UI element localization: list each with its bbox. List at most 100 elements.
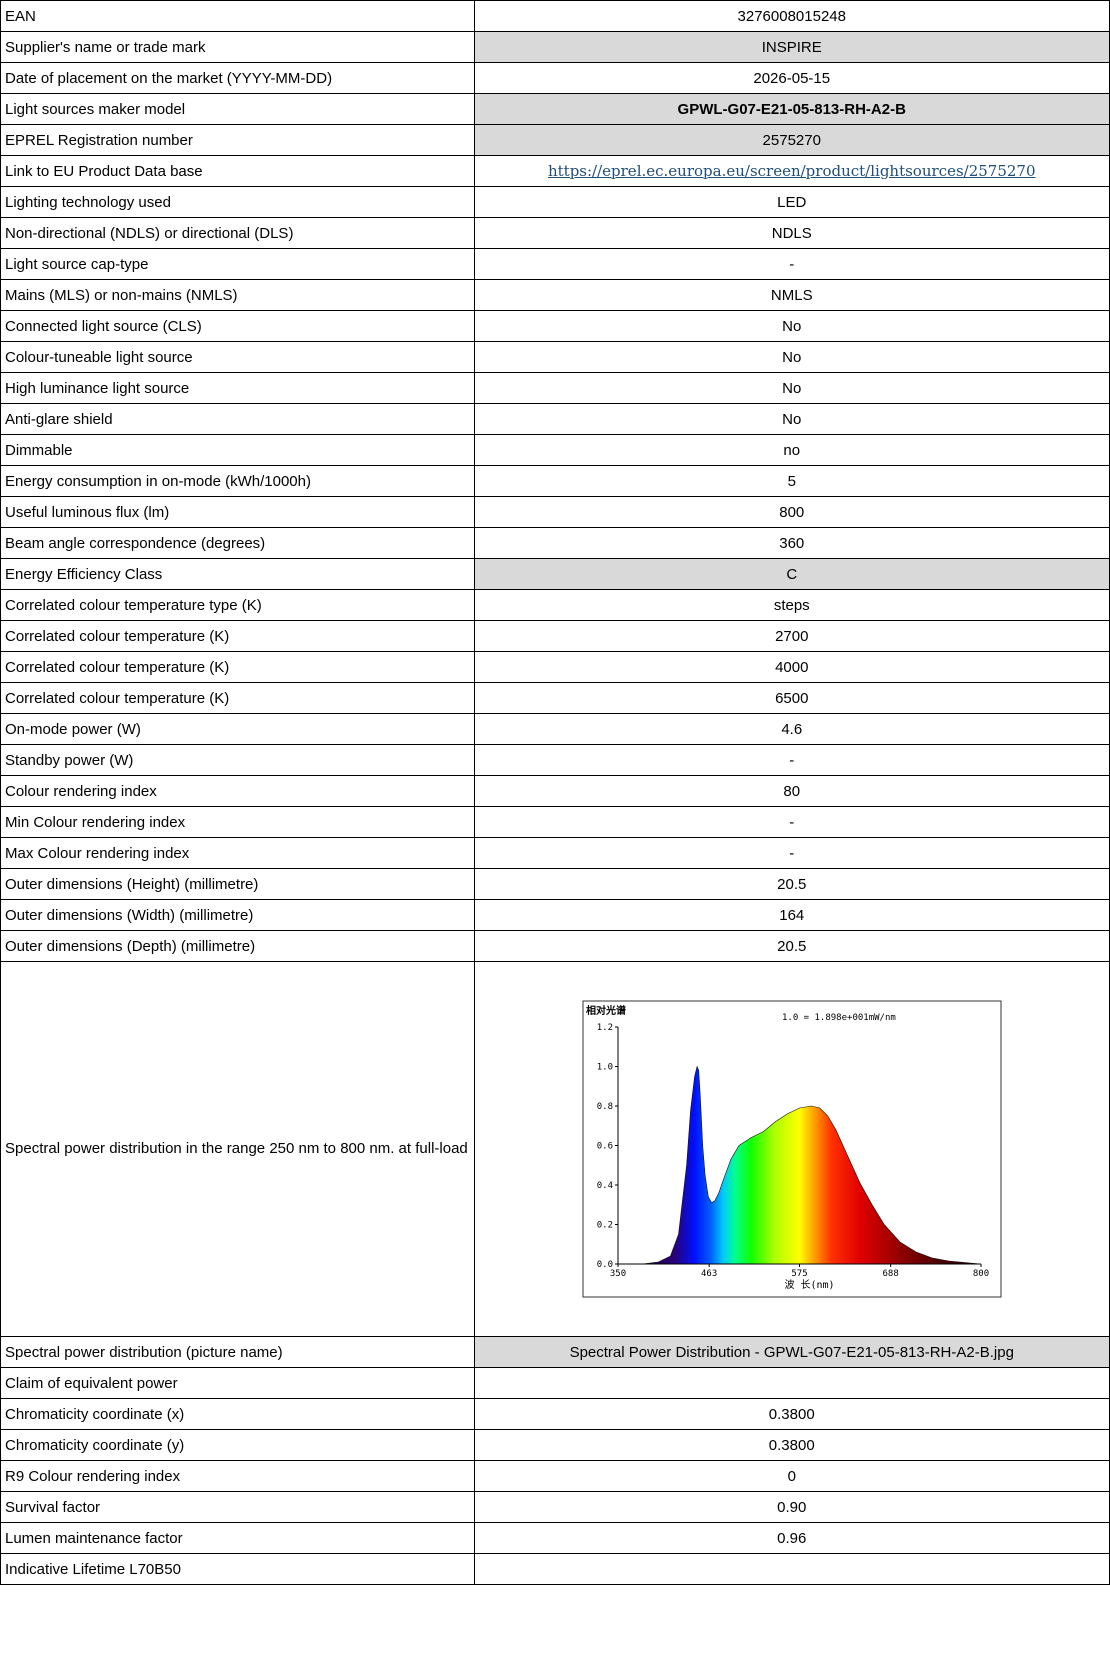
row-label: R9 Colour rendering index bbox=[0, 1460, 475, 1492]
row-label: Energy Efficiency Class bbox=[0, 558, 475, 590]
table-row: Link to EU Product Data base https://epre… bbox=[0, 155, 1110, 187]
row-label: Standby power (W) bbox=[0, 744, 475, 776]
row-value: No bbox=[473, 372, 1110, 404]
table-row: Connected light source (CLS) No bbox=[0, 310, 1110, 342]
row-label: Spectral power distribution (picture nam… bbox=[0, 1336, 475, 1368]
y-tick-label: 1.0 bbox=[596, 1063, 612, 1073]
y-tick-label: 1.2 bbox=[596, 1023, 612, 1033]
table-row: Light sources maker model GPWL-G07-E21-05… bbox=[0, 93, 1110, 125]
spec-table: EAN 3276008015248 Supplier's name or trade… bbox=[0, 0, 1110, 1585]
row-value: 0.90 bbox=[473, 1491, 1110, 1523]
row-value: 4.6 bbox=[473, 713, 1110, 745]
table-row: Chromaticity coordinate (x) 0.3800 bbox=[0, 1398, 1110, 1430]
row-value: 0 bbox=[473, 1460, 1110, 1492]
spectral-chart-wrapper: 0.0 0.2 0.4 0.6 0.8 1.0 1.2 350 463 575 688 800 相对光谱… bbox=[479, 1000, 1106, 1298]
table-row: Max Colour rendering index - bbox=[0, 837, 1110, 869]
eprel-link[interactable]: https://eprel.ec.europa.eu/screen/produc… bbox=[547, 162, 1036, 180]
row-value: steps bbox=[473, 589, 1110, 621]
table-row: Anti-glare shield No bbox=[0, 403, 1110, 435]
row-value: https://eprel.ec.europa.eu/screen/produc… bbox=[473, 155, 1110, 187]
x-axis-label: 波 长(nm) bbox=[784, 1278, 834, 1291]
table-row: Lumen maintenance factor 0.96 bbox=[0, 1522, 1110, 1554]
row-label: Correlated colour temperature type (K) bbox=[0, 589, 475, 621]
row-label: Lighting technology used bbox=[0, 186, 475, 218]
table-row: On-mode power (W) 4.6 bbox=[0, 713, 1110, 745]
row-value: No bbox=[473, 341, 1110, 373]
table-row: Standby power (W) - bbox=[0, 744, 1110, 776]
table-row: Correlated colour temperature (K) 2700 bbox=[0, 620, 1110, 652]
table-row: Mains (MLS) or non-mains (NMLS) NMLS bbox=[0, 279, 1110, 311]
row-label: Light sources maker model bbox=[0, 93, 475, 125]
table-row: Chromaticity coordinate (y) 0.3800 bbox=[0, 1429, 1110, 1461]
row-label: Chromaticity coordinate (y) bbox=[0, 1429, 475, 1461]
table-row: Energy Efficiency Class C bbox=[0, 558, 1110, 590]
x-tick-label: 688 bbox=[882, 1269, 898, 1279]
row-label: Non-directional (NDLS) or directional (D… bbox=[0, 217, 475, 249]
y-tick-label: 0.6 bbox=[596, 1142, 612, 1152]
row-label: On-mode power (W) bbox=[0, 713, 475, 745]
row-label: Correlated colour temperature (K) bbox=[0, 620, 475, 652]
table-row: Lighting technology used LED bbox=[0, 186, 1110, 218]
row-label: Indicative Lifetime L70B50 bbox=[0, 1553, 475, 1585]
row-label: Link to EU Product Data base bbox=[0, 155, 475, 187]
table-row: Useful luminous flux (lm) 800 bbox=[0, 496, 1110, 528]
y-tick-label: 0.4 bbox=[596, 1181, 612, 1191]
row-label: Correlated colour temperature (K) bbox=[0, 651, 475, 683]
table-row: Outer dimensions (Depth) (millimetre) 20.… bbox=[0, 930, 1110, 962]
table-row: Claim of equivalent power bbox=[0, 1367, 1110, 1399]
row-value: 6500 bbox=[473, 682, 1110, 714]
row-value: - bbox=[473, 837, 1110, 869]
table-row: Outer dimensions (Width) (millimetre) 164 bbox=[0, 899, 1110, 931]
row-label: Spectral power distribution in the range… bbox=[0, 961, 475, 1337]
spectrum-series bbox=[617, 1065, 981, 1265]
table-row: Correlated colour temperature (K) 6500 bbox=[0, 682, 1110, 714]
row-value: 4000 bbox=[473, 651, 1110, 683]
table-row: Correlated colour temperature (K) 4000 bbox=[0, 651, 1110, 683]
row-label: Survival factor bbox=[0, 1491, 475, 1523]
table-row: R9 Colour rendering index 0 bbox=[0, 1460, 1110, 1492]
row-value: - bbox=[473, 248, 1110, 280]
row-value: Spectral Power Distribution - GPWL-G07-E… bbox=[473, 1336, 1110, 1368]
row-value: 0.3800 bbox=[473, 1398, 1110, 1430]
row-label: Mains (MLS) or non-mains (NMLS) bbox=[0, 279, 475, 311]
table-row: Non-directional (NDLS) or directional (D… bbox=[0, 217, 1110, 249]
chart-title: 相对光谱 bbox=[586, 1004, 626, 1017]
row-label: Lumen maintenance factor bbox=[0, 1522, 475, 1554]
row-label: EAN bbox=[0, 0, 475, 32]
row-label: Min Colour rendering index bbox=[0, 806, 475, 838]
row-label: Connected light source (CLS) bbox=[0, 310, 475, 342]
table-row: Correlated colour temperature type (K) st… bbox=[0, 589, 1110, 621]
row-value: 800 bbox=[473, 496, 1110, 528]
x-tick-label: 800 bbox=[973, 1269, 989, 1279]
table-row: Light source cap-type - bbox=[0, 248, 1110, 280]
table-row: Spectral power distribution in the range… bbox=[0, 961, 1110, 1337]
row-label: Energy consumption in on-mode (kWh/1000h… bbox=[0, 465, 475, 497]
row-label: Dimmable bbox=[0, 434, 475, 466]
row-label: Outer dimensions (Width) (millimetre) bbox=[0, 899, 475, 931]
row-label: Outer dimensions (Depth) (millimetre) bbox=[0, 930, 475, 962]
row-value: 2575270 bbox=[473, 124, 1110, 156]
row-value: 3276008015248 bbox=[473, 0, 1110, 32]
table-row: Colour rendering index 80 bbox=[0, 775, 1110, 807]
row-label: Light source cap-type bbox=[0, 248, 475, 280]
table-row: Date of placement on the market (YYYY-MM… bbox=[0, 62, 1110, 94]
spectral-power-chart: 0.0 0.2 0.4 0.6 0.8 1.0 1.2 350 463 575 688 800 相对光谱… bbox=[582, 1000, 1002, 1298]
y-tick-label: 0.2 bbox=[596, 1221, 612, 1231]
row-value: NMLS bbox=[473, 279, 1110, 311]
row-label: Claim of equivalent power bbox=[0, 1367, 475, 1399]
row-label: Date of placement on the market (YYYY-MM… bbox=[0, 62, 475, 94]
y-tick-label: 0.8 bbox=[596, 1102, 612, 1112]
y-tick-label: 0.0 bbox=[596, 1260, 612, 1270]
table-row: Supplier's name or trade mark INSPIRE bbox=[0, 31, 1110, 63]
row-value: 20.5 bbox=[473, 930, 1110, 962]
table-row: Indicative Lifetime L70B50 bbox=[0, 1553, 1110, 1585]
row-value: NDLS bbox=[473, 217, 1110, 249]
row-label: Supplier's name or trade mark bbox=[0, 31, 475, 63]
row-value: GPWL-G07-E21-05-813-RH-A2-B bbox=[473, 93, 1110, 125]
table-row: Colour-tuneable light source No bbox=[0, 341, 1110, 373]
row-value: 0.3800 bbox=[473, 1429, 1110, 1461]
row-label: Chromaticity coordinate (x) bbox=[0, 1398, 475, 1430]
row-value: 2700 bbox=[473, 620, 1110, 652]
row-value: 360 bbox=[473, 527, 1110, 559]
row-label: Anti-glare shield bbox=[0, 403, 475, 435]
